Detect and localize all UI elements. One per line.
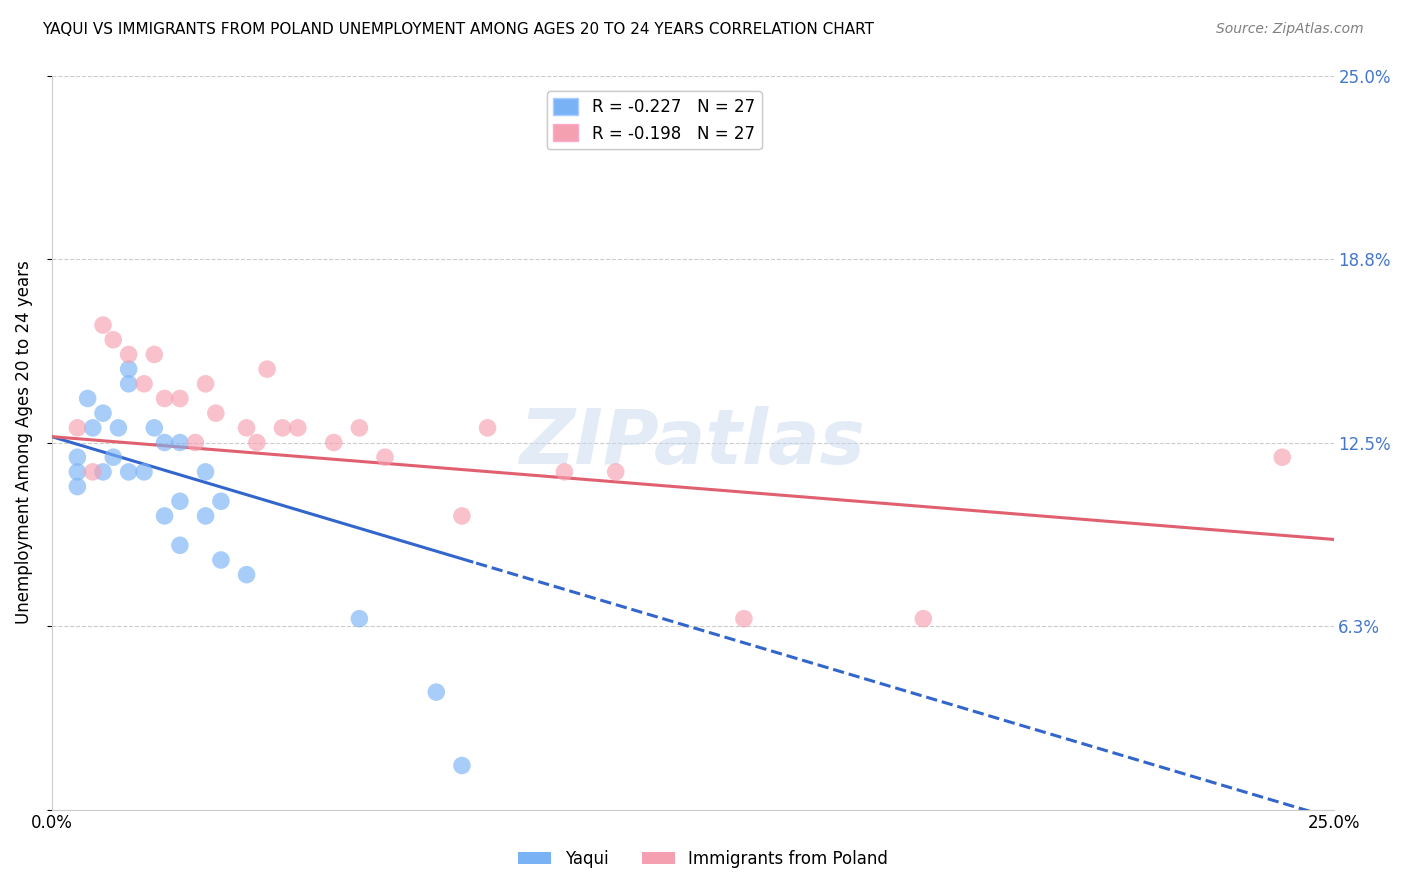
Point [66, 479, 89, 493]
Point [194, 508, 217, 523]
Legend: R = -0.227   N = 27, R = -0.198   N = 27: R = -0.227 N = 27, R = -0.198 N = 27 [547, 91, 762, 149]
Point [82, 465, 104, 479]
Point [118, 362, 141, 376]
Point [66, 465, 89, 479]
Legend: Yaqui, Immigrants from Poland: Yaqui, Immigrants from Poland [512, 844, 894, 875]
Point [76, 392, 98, 406]
Point [169, 538, 191, 552]
Point [132, 376, 155, 391]
Point [322, 435, 344, 450]
Point [194, 376, 217, 391]
Point [733, 612, 755, 626]
Point [235, 421, 257, 435]
Point [91, 318, 114, 332]
Point [451, 758, 474, 772]
Point [66, 421, 89, 435]
Point [103, 333, 125, 347]
Point [209, 494, 232, 508]
Point [451, 508, 474, 523]
Point [82, 421, 104, 435]
Point [169, 494, 191, 508]
Point [169, 392, 191, 406]
Point [143, 347, 166, 361]
Point [91, 465, 114, 479]
Point [374, 450, 396, 465]
Point [143, 421, 166, 435]
Point [169, 435, 191, 450]
Point [256, 362, 278, 376]
Point [204, 406, 226, 420]
Point [118, 347, 141, 361]
Point [132, 465, 155, 479]
Point [605, 465, 627, 479]
Point [66, 450, 89, 465]
Text: YAQUI VS IMMIGRANTS FROM POLAND UNEMPLOYMENT AMONG AGES 20 TO 24 YEARS CORRELATI: YAQUI VS IMMIGRANTS FROM POLAND UNEMPLOY… [42, 22, 875, 37]
Point [103, 450, 125, 465]
Point [107, 421, 129, 435]
Y-axis label: Unemployment Among Ages 20 to 24 years: Unemployment Among Ages 20 to 24 years [15, 260, 32, 624]
Point [425, 685, 447, 699]
Point [271, 421, 294, 435]
Point [153, 508, 176, 523]
Point [118, 465, 141, 479]
Point [91, 406, 114, 420]
Text: Source: ZipAtlas.com: Source: ZipAtlas.com [1216, 22, 1364, 37]
Point [912, 612, 935, 626]
Point [1271, 450, 1294, 465]
Point [184, 435, 207, 450]
Point [153, 392, 176, 406]
Point [235, 567, 257, 582]
Point [553, 465, 575, 479]
Point [194, 465, 217, 479]
Point [287, 421, 309, 435]
Text: ZIPatlas: ZIPatlas [520, 406, 866, 480]
Point [349, 421, 371, 435]
Point [118, 376, 141, 391]
Point [246, 435, 269, 450]
Point [153, 435, 176, 450]
Point [477, 421, 499, 435]
Point [209, 553, 232, 567]
Point [349, 612, 371, 626]
